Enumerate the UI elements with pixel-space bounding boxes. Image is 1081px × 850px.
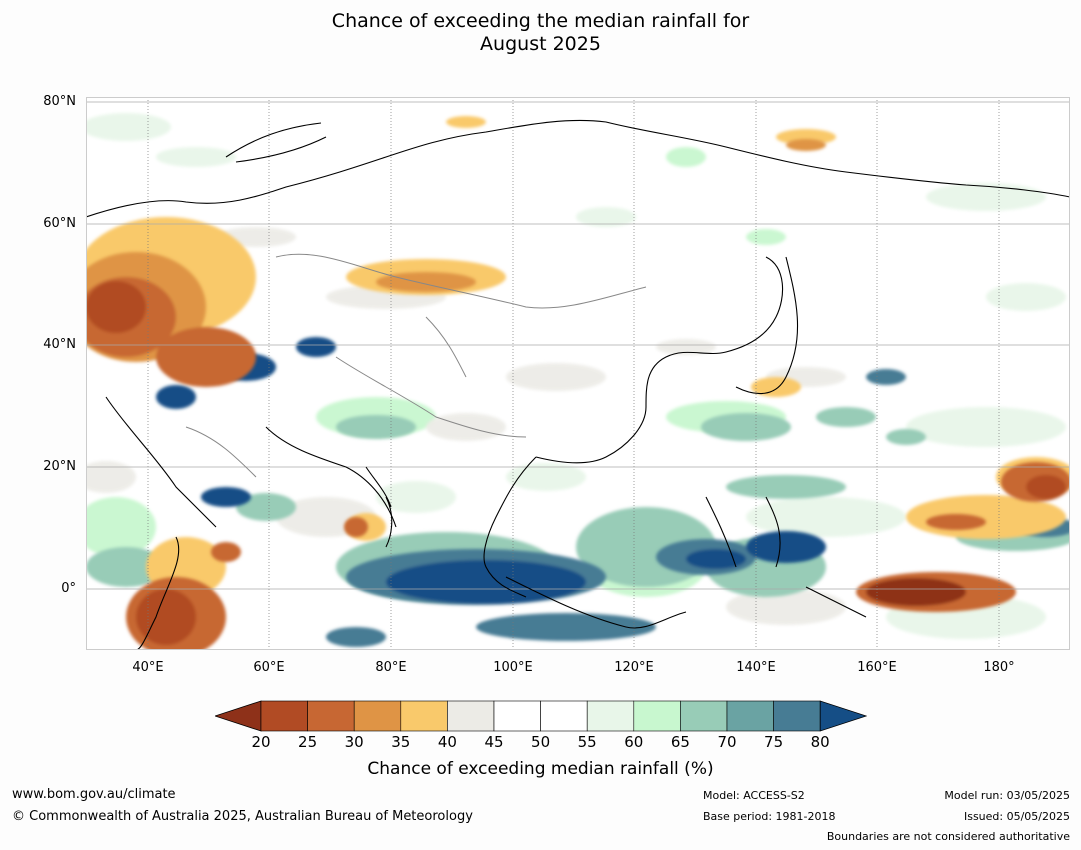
lat-label-0: 0° — [61, 581, 76, 596]
model-text: Model: ACCESS-S2 — [703, 789, 805, 802]
title-line-1: Chance of exceeding the median rainfall … — [331, 10, 750, 32]
lat-label-40n: 40°N — [43, 337, 76, 352]
colorbar-tick-label: 60 — [624, 733, 644, 751]
colorbar-tick-label: 25 — [298, 733, 318, 751]
lat-label-60n: 60°N — [43, 216, 76, 231]
lon-label-80e: 80°E — [375, 660, 407, 675]
colorbar-tick-label: 45 — [484, 733, 504, 751]
colorbar-low-extend — [213, 700, 262, 732]
map-canvas — [86, 97, 1070, 650]
colorbar — [213, 700, 868, 736]
lon-label-140e: 140°E — [736, 660, 776, 675]
country-boundaries — [185, 253, 647, 478]
colorbar-segment — [633, 700, 681, 732]
website-text: www.bom.gov.au/climate — [12, 787, 176, 802]
colorbar-tick-label: 70 — [717, 733, 737, 751]
rainfall-map — [86, 97, 1070, 650]
colorbar-segment — [773, 700, 821, 732]
colorbar-tick-label: 50 — [531, 733, 551, 751]
colorbar-tick-label: 40 — [437, 733, 457, 751]
colorbar-tick-label: 55 — [577, 733, 597, 751]
colorbar-segment — [307, 700, 355, 732]
blue-patches — [156, 337, 1070, 647]
colorbar-tick-label: 65 — [670, 733, 690, 751]
base-period-text: Base period: 1981-2018 — [703, 810, 836, 823]
colorbar-tick-label: 75 — [764, 733, 784, 751]
colorbar-segment — [540, 700, 588, 732]
colorbar-svg — [213, 700, 868, 732]
colorbar-tick-label: 30 — [344, 733, 364, 751]
disclaimer-text: Boundaries are not considered authoritat… — [826, 830, 1070, 843]
colorbar-segment — [726, 700, 774, 732]
colorbar-tick-label: 35 — [391, 733, 411, 751]
colorbar-tick-label: 20 — [251, 733, 271, 751]
coastlines — [86, 119, 1070, 650]
colorbar-segment — [493, 700, 541, 732]
lon-label-40e: 40°E — [132, 660, 164, 675]
map-title: Chance of exceeding the median rainfall … — [0, 10, 1081, 56]
issued-text: Issued: 05/05/2025 — [963, 810, 1070, 823]
colorbar-tick-label: 80 — [810, 733, 830, 751]
brown-patches — [86, 139, 1070, 650]
lat-label-20n: 20°N — [43, 459, 76, 474]
lon-label-180: 180° — [983, 660, 1015, 675]
lon-label-100e: 100°E — [493, 660, 533, 675]
colorbar-segment — [447, 700, 495, 732]
colorbar-segment — [353, 700, 402, 732]
lon-label-60e: 60°E — [253, 660, 285, 675]
copyright-text: © Commonwealth of Australia 2025, Austra… — [12, 809, 473, 824]
graticule — [147, 97, 1000, 650]
model-run-text: Model run: 03/05/2025 — [944, 789, 1070, 802]
colorbar-segment — [260, 700, 308, 732]
colorbar-label: Chance of exceeding median rainfall (%) — [367, 759, 714, 779]
lon-label-160e: 160°E — [857, 660, 897, 675]
colorbar-high-extend — [819, 700, 868, 732]
colorbar-segment — [400, 700, 448, 732]
lat-label-80n: 80°N — [43, 94, 76, 109]
lon-label-120e: 120°E — [614, 660, 654, 675]
colorbar-segment — [586, 700, 635, 732]
colorbar-segment — [680, 700, 728, 732]
title-line-2: August 2025 — [480, 33, 601, 55]
latitude-lines — [86, 101, 1070, 590]
